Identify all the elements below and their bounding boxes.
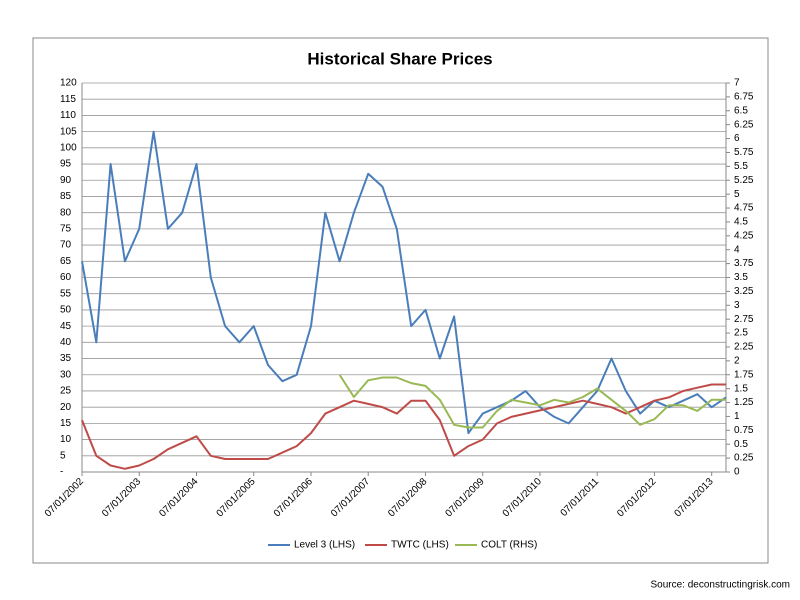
- chart-title: Historical Share Prices: [307, 49, 492, 68]
- y2-tick-label: 2: [734, 355, 740, 366]
- y-tick-label: 105: [60, 126, 77, 137]
- y2-tick-label: 1.75: [734, 369, 754, 380]
- legend-label: COLT (RHS): [481, 540, 537, 551]
- y2-tick-label: 5.5: [734, 161, 748, 172]
- y2-tick-label: 4.25: [734, 230, 754, 241]
- y2-tick-label: 2.5: [734, 328, 748, 339]
- y-tick-label: 55: [60, 288, 72, 299]
- y-tick-label: 70: [60, 240, 72, 251]
- y-tick-label: 50: [60, 305, 72, 316]
- chart-border: [32, 37, 769, 564]
- source-note: Source: deconstructingrisk.com: [650, 580, 790, 591]
- y2-tick-label: 5.25: [734, 175, 754, 186]
- y-tick-label: 100: [60, 142, 77, 153]
- y2-tick-label: 6.5: [734, 105, 748, 116]
- y-tick-label: -: [60, 467, 63, 478]
- y-tick-label: 85: [60, 191, 72, 202]
- y-tick-label: 40: [60, 337, 72, 348]
- y2-tick-label: 3.75: [734, 258, 754, 269]
- y-tick-label: 75: [60, 224, 72, 235]
- y-tick-label: 5: [60, 450, 66, 461]
- y2-tick-label: 4.75: [734, 203, 754, 214]
- y-tick-label: 110: [60, 110, 76, 121]
- series-line: [81, 130, 727, 435]
- y2-tick-label: 3.25: [734, 286, 754, 297]
- y2-tick-label: 5: [734, 189, 740, 200]
- y-tick-label: 25: [60, 386, 72, 397]
- y-tick-label: 20: [60, 402, 72, 413]
- y2-tick-label: 1: [734, 411, 740, 422]
- y-tick-label: 120: [60, 78, 77, 89]
- y2-tick-label: 1.5: [734, 383, 748, 394]
- y2-tick-label: 4: [734, 244, 740, 255]
- y2-tick-label: 0.25: [734, 453, 754, 464]
- y-tick-label: 30: [60, 369, 72, 380]
- y-tick-label: 35: [60, 353, 72, 364]
- y-tick-label: 15: [60, 418, 72, 429]
- y2-tick-label: 1.25: [734, 397, 754, 408]
- y-tick-label: 90: [60, 175, 72, 186]
- series-line: [338, 374, 726, 429]
- y2-tick-label: 7: [734, 78, 740, 89]
- y2-tick-label: 5.75: [734, 147, 754, 158]
- y2-tick-label: 0.75: [734, 425, 754, 436]
- y-tick-label: 115: [60, 94, 76, 105]
- y-tick-label: 10: [60, 434, 72, 445]
- y2-tick-label: 6: [734, 133, 740, 144]
- y2-tick-label: 0: [734, 467, 740, 478]
- y2-tick-label: 3: [734, 300, 740, 311]
- legend-label: Level 3 (LHS): [294, 540, 355, 551]
- y-tick-label: 65: [60, 256, 72, 267]
- y2-tick-label: 0.5: [734, 439, 748, 450]
- y-tick-label: 80: [60, 207, 72, 218]
- series-line: [81, 383, 726, 470]
- y2-tick-label: 6.75: [734, 92, 754, 103]
- y2-tick-label: 2.75: [734, 314, 754, 325]
- y-tick-label: 45: [60, 321, 72, 332]
- y2-tick-label: 2.25: [734, 342, 754, 353]
- y-tick-label: 95: [60, 159, 72, 170]
- y2-tick-label: 3.5: [734, 272, 748, 283]
- y-tick-label: 60: [60, 272, 72, 283]
- y2-tick-label: 6.25: [734, 119, 754, 130]
- y2-tick-label: 4.5: [734, 217, 748, 228]
- legend-label: TWTC (LHS): [391, 540, 449, 551]
